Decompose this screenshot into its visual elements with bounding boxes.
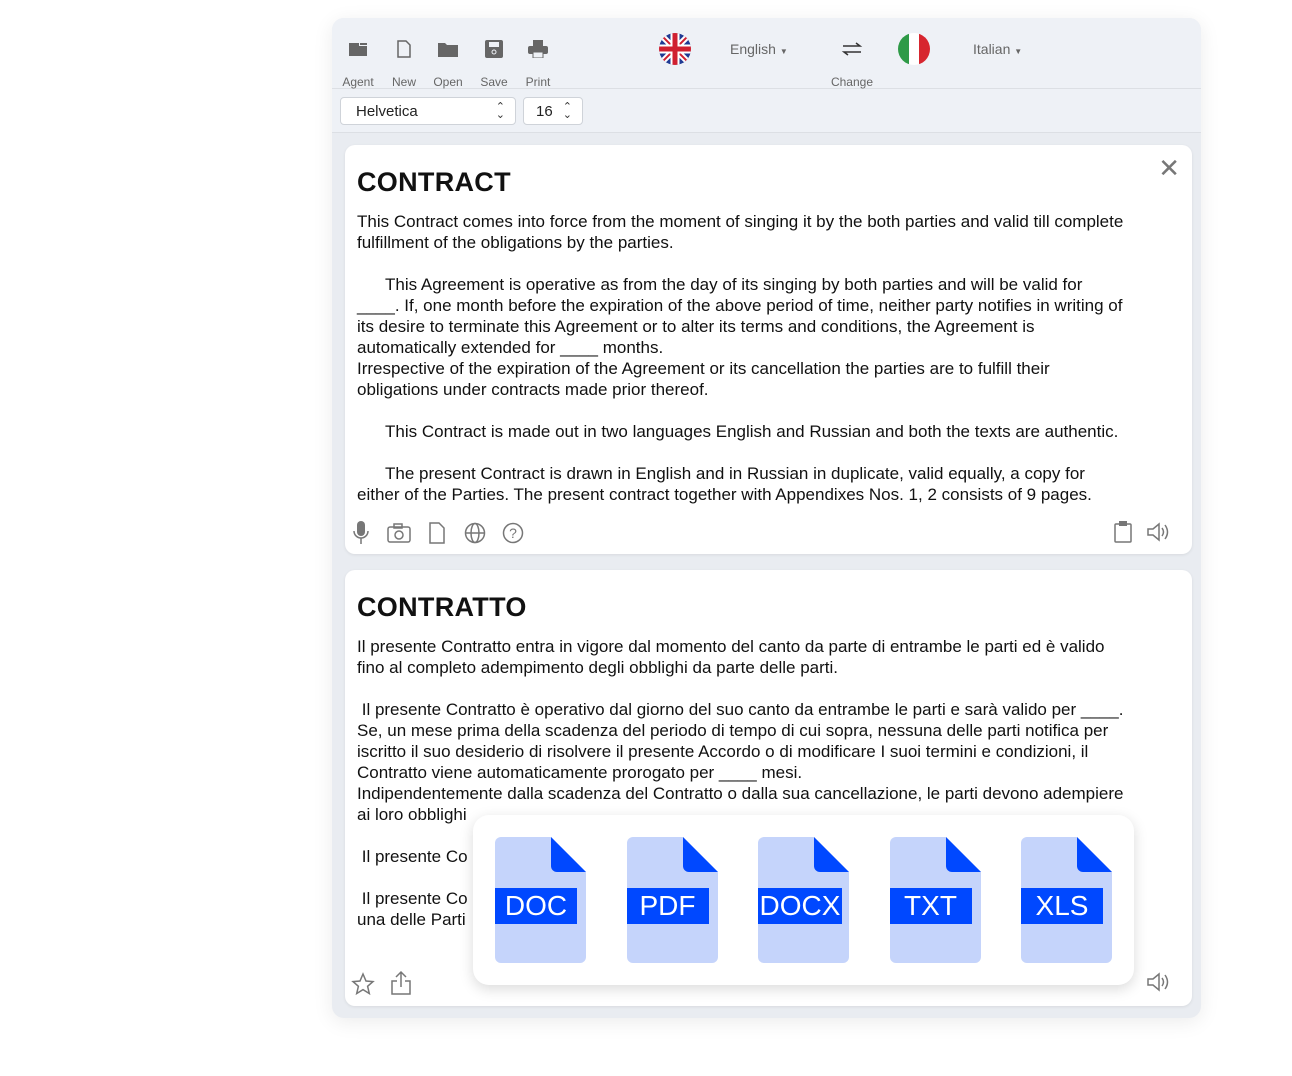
source-language-select[interactable]: English ▼ — [730, 41, 788, 57]
new-button[interactable]: New — [388, 38, 420, 89]
export-format-popup: DOC PDF DOCX TXT XLS — [473, 815, 1134, 985]
text-line: Irrespective of the expiration of the Ag… — [357, 359, 1050, 378]
swap-icon — [826, 38, 878, 60]
text-line: Il presente Co — [357, 847, 468, 866]
text-line: This Contract comes into force from the … — [357, 212, 1124, 231]
swap-languages-button[interactable]: Change — [826, 38, 878, 89]
format-label: XLS — [1021, 888, 1103, 924]
caret-down-icon: ▼ — [1014, 47, 1023, 56]
print-button[interactable]: Print — [522, 38, 554, 89]
source-text-panel[interactable]: ✕ CONTRACT This Contract comes into force… — [345, 145, 1192, 554]
agent-label: Agent — [342, 75, 374, 89]
save-button[interactable]: Save — [478, 38, 510, 89]
italy-flag-icon — [898, 33, 930, 65]
paragraph: Il presente Contratto entra in vigore da… — [357, 636, 1177, 678]
target-document[interactable]: CONTRATTO Il presente Contratto entra in … — [357, 592, 1177, 951]
caret-down-icon: ▼ — [779, 47, 788, 56]
paragraph: The present Contract is drawn in English… — [357, 463, 1177, 505]
text-line: The present Contract is drawn in English… — [357, 464, 1085, 483]
text-line: Il presente Co — [357, 889, 468, 908]
text-line: either of the Parties. The present contr… — [357, 485, 1092, 504]
open-button[interactable]: Open — [431, 38, 465, 89]
speaker-icon[interactable] — [1146, 972, 1172, 992]
new-label: New — [391, 75, 416, 89]
updown-icon: ⌃ ⌄ — [495, 101, 505, 121]
text-line: obligations under contracts made prior t… — [357, 380, 709, 399]
text-line: fulfillment of the obligations by the pa… — [357, 233, 674, 252]
updown-icon: ⌃ ⌄ — [562, 101, 572, 121]
export-docx-button[interactable]: DOCX — [758, 837, 849, 963]
export-txt-button[interactable]: TXT — [889, 837, 981, 963]
text-line: automatically extended for ____ months. — [357, 338, 664, 357]
export-xls-button[interactable]: XLS — [1021, 837, 1112, 963]
export-pdf-button[interactable]: PDF — [626, 837, 718, 963]
text-line: This Contract is made out in two languag… — [357, 422, 1119, 441]
text-line: Il presente Contratto entra in vigore da… — [357, 637, 1105, 656]
speaker-icon[interactable] — [1146, 522, 1172, 542]
toolbar: Agent New Open Save Print English ▼ Chan… — [332, 18, 1201, 89]
text-line: Contratto viene automaticamente prorogat… — [357, 763, 803, 782]
format-label: DOC — [495, 888, 577, 924]
swap-label: Change — [830, 75, 874, 89]
text-line: ____. If, one month before the expiratio… — [357, 296, 1123, 315]
printer-icon — [522, 38, 554, 60]
format-label: TXT — [889, 888, 972, 924]
uk-flag-icon — [659, 33, 691, 65]
font-row: Helvetica ⌃ ⌄ 16 ⌃ ⌄ — [332, 89, 1201, 133]
format-label: DOCX — [758, 888, 842, 924]
new-file-icon — [388, 38, 420, 60]
text-line: una delle Parti — [357, 910, 466, 929]
text-line: ai loro obblighi — [357, 805, 467, 824]
text-line: iscritto il suo desiderio di risolvere i… — [357, 742, 1089, 761]
target-language-select[interactable]: Italian ▼ — [973, 41, 1022, 57]
paragraph: Il presente Co una delle Parti — [357, 888, 1177, 930]
font-size-select[interactable]: 16 ⌃ ⌄ — [523, 97, 583, 125]
share-icon[interactable] — [390, 970, 412, 996]
folder-icon — [431, 38, 465, 60]
clipboard-icon[interactable] — [1114, 521, 1132, 543]
source-document[interactable]: CONTRACT This Contract comes into force f… — [357, 167, 1177, 526]
document-icon[interactable] — [429, 522, 445, 544]
font-family-value: Helvetica — [356, 103, 418, 120]
font-family-select[interactable]: Helvetica ⌃ ⌄ — [340, 97, 516, 125]
text-line: This Agreement is operative as from the … — [357, 275, 1083, 294]
paragraph: This Contract comes into force from the … — [357, 211, 1177, 253]
target-title: CONTRATTO — [357, 592, 527, 622]
target-language-label: Italian — [973, 41, 1011, 57]
font-size-value: 16 — [536, 103, 553, 120]
microphone-icon[interactable] — [353, 521, 369, 545]
open-label: Open — [433, 75, 463, 89]
source-title: CONTRACT — [357, 167, 511, 197]
help-icon[interactable]: ? — [502, 522, 524, 544]
paragraph: Il presente Contratto è operativo dal gi… — [357, 699, 1177, 825]
export-doc-button[interactable]: DOC — [495, 837, 586, 963]
star-icon[interactable] — [351, 972, 375, 996]
text-line: its desire to terminate this Agreement o… — [357, 317, 1035, 336]
agent-button[interactable]: Agent — [340, 38, 376, 89]
close-icon[interactable]: ✕ — [1158, 153, 1180, 183]
format-label: PDF — [626, 888, 709, 924]
text-line: Indipendentemente dalla scadenza del Con… — [357, 784, 1124, 803]
save-label: Save — [480, 75, 508, 89]
print-label: Print — [525, 75, 551, 89]
svg-text:?: ? — [509, 525, 517, 541]
source-language-label: English — [730, 41, 776, 57]
text-line: fino al completo adempimento degli obbli… — [357, 658, 839, 677]
paragraph: Il presente Co — [357, 846, 1177, 867]
camera-icon[interactable] — [387, 523, 411, 543]
save-icon — [478, 38, 510, 60]
globe-icon[interactable] — [464, 522, 486, 544]
paragraph: This Agreement is operative as from the … — [357, 274, 1177, 400]
agent-icon — [340, 38, 376, 60]
paragraph: This Contract is made out in two languag… — [357, 421, 1177, 442]
text-line: Il presente Contratto è operativo dal gi… — [357, 700, 1124, 719]
text-line: Se, un mese prima della scadenza del per… — [357, 721, 1109, 740]
